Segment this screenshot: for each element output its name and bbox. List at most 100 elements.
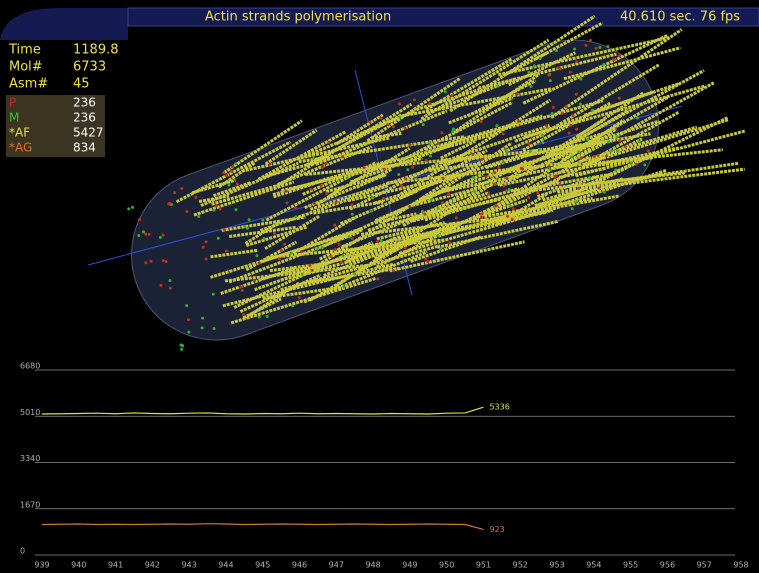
molecule [234, 162, 237, 165]
stat-label: Asm# [9, 77, 48, 92]
molecule [533, 64, 536, 67]
molecule [586, 138, 589, 141]
x-tick-label: 958 [733, 561, 748, 570]
molecule [371, 196, 374, 199]
molecule [577, 187, 580, 190]
molecule [311, 269, 314, 272]
molecule [225, 249, 228, 252]
molecule [480, 158, 483, 161]
molecule [624, 145, 627, 148]
molecule [472, 176, 475, 179]
molecule [340, 261, 343, 264]
header-title: Actin strands polymerisation [205, 10, 391, 25]
molecule [428, 141, 431, 144]
molecule [613, 58, 616, 61]
x-tick-label: 955 [623, 561, 638, 570]
molecule [558, 183, 561, 186]
molecule [527, 142, 530, 145]
molecule [610, 149, 613, 152]
x-tick-label: 943 [182, 561, 197, 570]
molecule [380, 240, 383, 243]
molecule [547, 74, 550, 77]
molecule [635, 163, 638, 166]
molecule [392, 269, 395, 272]
molecule [187, 331, 190, 334]
molecule [538, 148, 541, 151]
molecule [429, 154, 432, 157]
molecule [246, 227, 249, 230]
molecule [368, 121, 371, 124]
molecule [480, 216, 483, 219]
molecule [248, 218, 251, 221]
molecule [294, 215, 297, 218]
molecule [428, 102, 431, 105]
molecule [616, 150, 619, 153]
molecule [313, 202, 316, 205]
x-tick-label: 946 [292, 561, 307, 570]
molecule [570, 156, 573, 159]
x-tick-label: 953 [549, 561, 564, 570]
molecule [572, 114, 575, 117]
molecule [549, 168, 552, 171]
molecule [529, 85, 532, 88]
molecule [212, 209, 215, 212]
molecule [643, 163, 646, 166]
molecule [363, 166, 366, 169]
molecule [142, 230, 145, 233]
molecule [165, 260, 168, 263]
molecule [596, 154, 599, 157]
molecule [493, 183, 496, 186]
species-label: *AF [9, 126, 30, 140]
molecule [160, 284, 163, 287]
molecule [426, 260, 429, 263]
y-tick-label: 0 [20, 547, 25, 556]
molecule [231, 165, 234, 168]
molecule [404, 127, 407, 130]
molecule [421, 210, 424, 213]
molecule [201, 317, 204, 320]
molecule [258, 261, 261, 264]
molecule [511, 218, 514, 221]
molecule [308, 264, 311, 267]
molecule [225, 174, 228, 177]
molecule [423, 213, 426, 216]
molecule [180, 187, 183, 190]
molecule [542, 141, 545, 144]
molecule [569, 71, 572, 74]
molecule [551, 112, 554, 115]
molecule [137, 234, 140, 237]
molecule [194, 196, 197, 199]
molecule [150, 260, 153, 263]
molecule [400, 184, 403, 187]
molecule [575, 93, 578, 96]
molecule [618, 139, 621, 142]
molecule [588, 176, 591, 179]
molecule [573, 47, 576, 50]
molecule [205, 257, 208, 260]
molecule [480, 120, 483, 123]
molecule [398, 116, 401, 119]
molecule [605, 154, 608, 157]
molecule [575, 200, 578, 203]
molecule [471, 153, 474, 156]
molecule [527, 71, 530, 74]
molecule [217, 237, 220, 240]
molecule [242, 313, 245, 316]
molecule [494, 205, 497, 208]
molecule [215, 204, 218, 207]
molecule [555, 49, 558, 52]
x-tick-label: 957 [697, 561, 712, 570]
x-tick-label: 942 [145, 561, 160, 570]
molecule [437, 234, 440, 237]
molecule [556, 67, 559, 70]
molecule [213, 327, 216, 330]
molecule [577, 150, 580, 153]
species-value: 236 [73, 111, 96, 125]
app-window: Actin strands polymerisation 40.610 sec.… [0, 0, 759, 573]
molecule [380, 117, 383, 120]
molecule [341, 254, 344, 257]
molecule [325, 192, 328, 195]
molecule [575, 60, 578, 63]
molecule [383, 168, 386, 171]
molecule [239, 285, 242, 288]
